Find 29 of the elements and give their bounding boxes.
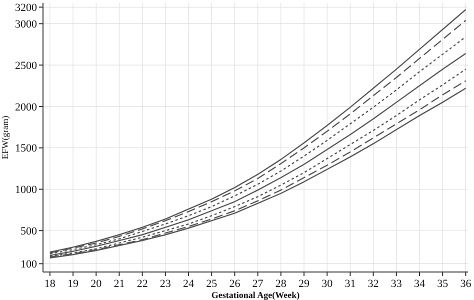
- y-tick-label: 3200: [15, 2, 38, 14]
- x-tick-label: 29: [298, 278, 310, 290]
- y-tick-label: 3000: [15, 18, 38, 31]
- x-tick-label: 30: [322, 278, 334, 290]
- x-tick-label: 34: [414, 278, 426, 290]
- x-tick-label: 26: [229, 278, 241, 290]
- y-tick-label: 2000: [15, 101, 38, 114]
- x-tick-label: 32: [368, 278, 379, 290]
- x-tick-label: 35: [437, 278, 449, 290]
- x-tick-label: 33: [390, 278, 402, 290]
- y-tick-label: 2500: [15, 60, 38, 72]
- x-tick-label: 23: [160, 278, 172, 290]
- y-tick-label: 500: [20, 225, 38, 238]
- x-tick-label: 18: [44, 278, 56, 290]
- x-tick-label: 21: [114, 278, 125, 290]
- y-tick-label: 1000: [15, 184, 38, 196]
- y-axis-title: EFW(gram): [0, 116, 10, 160]
- x-tick-label: 27: [252, 278, 264, 290]
- x-tick-label: 24: [183, 278, 195, 290]
- x-tick-label: 31: [344, 278, 356, 290]
- x-tick-label: 19: [68, 278, 80, 290]
- x-tick-label: 28: [275, 278, 287, 290]
- x-tick-label: 22: [136, 278, 148, 290]
- y-tick-label: 1500: [15, 142, 38, 155]
- x-tick-label: 36: [460, 278, 472, 290]
- x-axis-title: Gestational Age(Week): [211, 290, 300, 300]
- x-tick-label: 25: [206, 278, 218, 290]
- x-tick-label: 20: [90, 278, 102, 290]
- y-tick-label: 100: [20, 258, 38, 271]
